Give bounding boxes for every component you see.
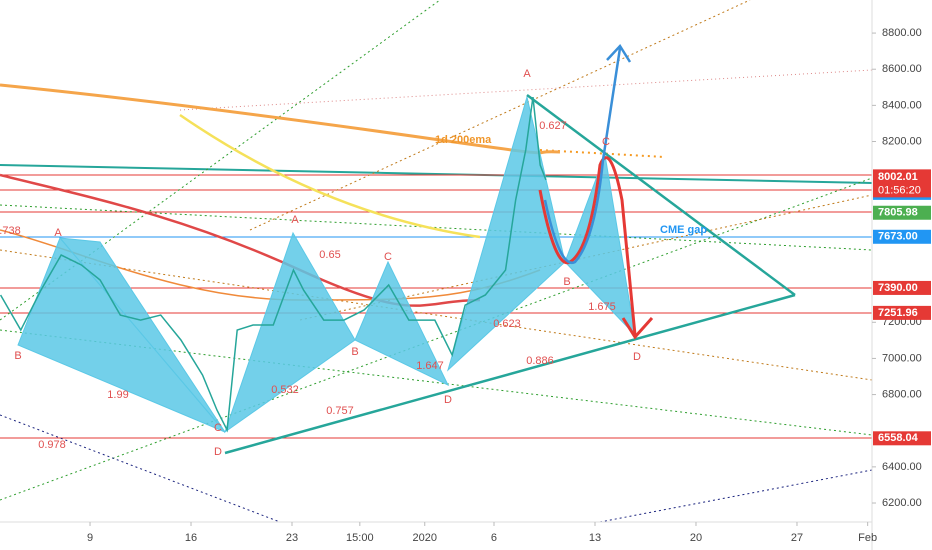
x-tick-label: 9 bbox=[87, 532, 93, 544]
annotation: 0.886 bbox=[526, 355, 554, 367]
price-label: 7805.98 bbox=[878, 207, 918, 219]
annotation: 1.675 bbox=[588, 301, 616, 313]
price-label: 7251.96 bbox=[878, 307, 918, 319]
price-line bbox=[0, 96, 547, 433]
price-label-box bbox=[873, 431, 931, 446]
x-tick-label: 20 bbox=[690, 532, 702, 544]
x-tick-label: 2020 bbox=[413, 532, 437, 544]
y-tick-label: 8400.00 bbox=[882, 99, 922, 111]
countdown: 01:56:20 bbox=[878, 184, 921, 196]
price-label-box bbox=[873, 205, 931, 220]
x-tick-label: 13 bbox=[589, 532, 601, 544]
price-label: 6558.04 bbox=[878, 432, 919, 444]
x-tick-label: 15:00 bbox=[346, 532, 374, 544]
countdown-box bbox=[873, 183, 931, 198]
annotation: C bbox=[214, 422, 222, 434]
y-tick-label: 7000.00 bbox=[882, 352, 922, 364]
price-label-box bbox=[873, 170, 931, 185]
y-tick-label: 8200.00 bbox=[882, 135, 922, 147]
y-tick-label: 6200.00 bbox=[882, 497, 922, 509]
x-tick-label: 23 bbox=[286, 532, 298, 544]
annotation: B bbox=[563, 276, 570, 288]
y-tick-label: 8800.00 bbox=[882, 27, 922, 39]
annotation: 1.99 bbox=[107, 389, 128, 401]
annotation: B bbox=[351, 346, 358, 358]
price-label: 7390.00 bbox=[878, 282, 918, 294]
y-tick-label: 6400.00 bbox=[882, 461, 922, 473]
annotation: D bbox=[444, 394, 452, 406]
annotation: 0.757 bbox=[326, 405, 354, 417]
annotation: 1d 200ema bbox=[435, 134, 492, 146]
annotation: A bbox=[523, 68, 531, 80]
annotation: 0.627 bbox=[539, 120, 567, 132]
x-tick-label: Feb bbox=[858, 532, 877, 544]
annotation: A bbox=[54, 227, 62, 239]
annotation: .738 bbox=[0, 225, 21, 237]
annotation: A bbox=[291, 214, 299, 226]
price-label: 7673.00 bbox=[878, 231, 918, 243]
annotation: C bbox=[602, 136, 610, 148]
annotation: B bbox=[14, 350, 21, 362]
price-label: 8002.01 bbox=[878, 171, 918, 183]
y-tick-label: 8600.00 bbox=[882, 63, 922, 75]
y-tick-label: 6800.00 bbox=[882, 388, 922, 400]
annotation: 1.647 bbox=[416, 360, 444, 372]
annotation: C bbox=[384, 251, 392, 263]
price-label-box bbox=[873, 229, 931, 244]
price-label-box bbox=[873, 305, 931, 320]
annotation: 0.532 bbox=[271, 384, 299, 396]
x-tick-label: 27 bbox=[791, 532, 803, 544]
annotation: 0.978 bbox=[38, 439, 66, 451]
annotation: 0.65 bbox=[319, 249, 340, 261]
annotation: D bbox=[633, 351, 641, 363]
annotation: CME gap bbox=[660, 224, 707, 236]
x-tick-label: 16 bbox=[185, 532, 197, 544]
price-label-box bbox=[873, 280, 931, 295]
annotation: 0.623 bbox=[493, 318, 521, 330]
annotation: D bbox=[214, 446, 222, 458]
x-tick-label: 6 bbox=[491, 532, 497, 544]
drawings bbox=[0, 0, 873, 523]
